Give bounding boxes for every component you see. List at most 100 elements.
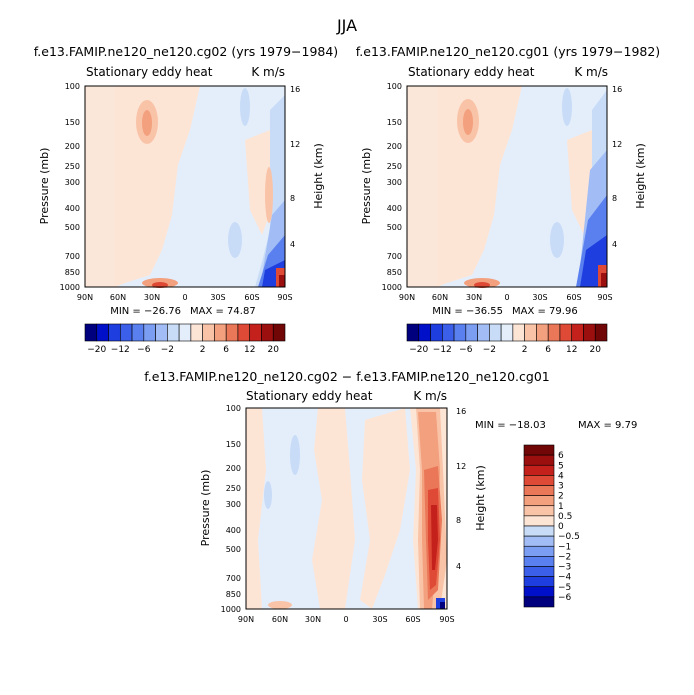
panel-1-ylabel-right: Height (km)	[312, 143, 325, 209]
panel-2-ytick: 700	[387, 252, 402, 261]
colorbar-swatch	[523, 475, 555, 486]
colorbar-swatch	[523, 464, 555, 476]
panel-2-max: MAX = 79.96	[512, 306, 578, 317]
panel-3-ylabel: Pressure (mb)	[199, 470, 212, 547]
panel-1-colorbar: −20 −12 −6 −2 2 6 12 20	[84, 323, 286, 355]
panel-2-xtick: 30N	[466, 293, 482, 302]
main-title: JJA	[336, 16, 357, 35]
colorbar-label: 12	[566, 345, 577, 355]
colorbar-swatch	[512, 323, 525, 342]
panel-1-xtick: 90N	[77, 293, 93, 302]
colorbar-label: −6	[459, 345, 473, 355]
panel-3-xtick: 60N	[272, 615, 288, 624]
colorbar-swatch	[523, 515, 555, 527]
colorbar-swatch	[249, 323, 262, 342]
panel-1-ytick: 400	[65, 204, 80, 213]
colorbar-swatch	[418, 323, 431, 342]
panel-2-min: MIN = −36.55	[432, 306, 503, 317]
colorbar-swatch	[214, 323, 227, 342]
panel-3-xtick: 60S	[405, 615, 420, 624]
panel-1-ylabel: Pressure (mb)	[38, 148, 51, 225]
colorbar-swatch	[594, 323, 608, 342]
panel-1-y-right-ticks: 16 12 8 4	[290, 85, 300, 249]
panel-2-ytick: 100	[387, 82, 402, 91]
colorbar-label: −2	[161, 345, 174, 355]
colorbar-label: 12	[244, 345, 255, 355]
colorbar-label: 0	[558, 522, 564, 532]
panel-3-ytick-right: 8	[456, 516, 461, 525]
colorbar-label: −2	[483, 345, 496, 355]
panel-3-xtick: 90N	[238, 615, 254, 624]
panel-3-ytick: 200	[226, 464, 241, 473]
panel-2-subtitle-right: K m/s	[574, 65, 608, 79]
panel-3-ytick: 400	[226, 526, 241, 535]
colorbar-swatch	[225, 323, 239, 342]
panel-3-ytick-right: 16	[456, 407, 466, 416]
panel-2-ytick: 200	[387, 142, 402, 151]
colorbar-swatch	[155, 323, 168, 342]
panel-1: f.e13.FAMIP.ne120_ne120.cg02 (yrs 1979−1…	[34, 44, 338, 355]
panel-3-ytick: 500	[226, 545, 241, 554]
panel-2-plot	[406, 85, 608, 288]
panel-1-xtick: 60N	[110, 293, 126, 302]
colorbar-label: 6	[558, 451, 564, 461]
panel-2-xtick: 0	[504, 293, 509, 302]
panel-2-ylabel: Pressure (mb)	[360, 148, 373, 225]
colorbar-swatch	[523, 556, 555, 567]
colorbar-label: −1	[558, 542, 571, 552]
panel-1-ytick-right: 16	[290, 85, 300, 94]
panel-1-ytick: 250	[65, 162, 80, 171]
colorbar-swatch	[261, 323, 274, 342]
colorbar-swatch	[190, 323, 203, 342]
colorbar-swatch	[96, 323, 109, 342]
panel-2-ytick: 150	[387, 118, 402, 127]
colorbar-label: −20	[87, 345, 106, 355]
colorbar-label: −3	[558, 563, 571, 573]
colorbar-label: 5	[558, 461, 564, 471]
colorbar-label: 4	[558, 471, 564, 481]
colorbar-label: 1	[558, 502, 564, 512]
panel-1-subtitle-right: K m/s	[251, 65, 285, 79]
colorbar-label: −20	[409, 345, 428, 355]
colorbar-label: −5	[558, 583, 571, 593]
panel-2-xtick: 90S	[597, 293, 612, 302]
colorbar-label: 2	[200, 345, 206, 355]
panel-3-x-ticks: 90N 60N 30N 0 30S 60S 90S	[238, 615, 455, 624]
panel-2-xtick: 30S	[532, 293, 547, 302]
colorbar-swatch	[523, 535, 555, 547]
panel-3-subtitle-left: Stationary eddy heat	[246, 389, 373, 403]
colorbar-label: −6	[558, 593, 572, 603]
colorbar-swatch	[430, 323, 443, 342]
colorbar-swatch	[441, 323, 455, 342]
colorbar-swatch	[178, 323, 192, 342]
panel-2-y-right-ticks: 16 12 8 4	[612, 85, 622, 249]
colorbar-swatch	[523, 505, 555, 517]
panel-2-ytick-right: 4	[612, 240, 617, 249]
colorbar-swatch	[167, 323, 180, 342]
panel-3-ylabel-right: Height (km)	[474, 465, 487, 531]
panel-3-ytick: 700	[226, 574, 241, 583]
panel-1-ytick: 850	[65, 268, 80, 277]
panel-1-ytick: 500	[65, 223, 80, 232]
panel-1-xtick: 90S	[277, 293, 292, 302]
colorbar-label: −4	[558, 573, 572, 583]
colorbar-swatch	[84, 323, 98, 342]
panel-2-y-ticks: 100 150 200 250 300 400 500 700 850 1000	[382, 82, 402, 292]
panel-3-title: f.e13.FAMIP.ne120_ne120.cg02 − f.e13.FAM…	[144, 369, 550, 384]
panel-1-x-ticks: 90N 60N 30N 0 30S 60S 90S	[77, 293, 293, 302]
colorbar-swatch	[108, 323, 121, 342]
colorbar-swatch	[559, 323, 573, 342]
panel-1-xtick: 0	[182, 293, 187, 302]
panel-2-ytick: 300	[387, 178, 402, 187]
panel-1-ytick: 300	[65, 178, 80, 187]
colorbar-label: 6	[545, 345, 551, 355]
panel-1-ytick-right: 12	[290, 140, 300, 149]
colorbar-swatch	[523, 566, 555, 577]
colorbar-swatch	[272, 323, 286, 342]
panel-3-xtick: 30S	[372, 615, 387, 624]
panel-1-ytick: 150	[65, 118, 80, 127]
panel-1-title: f.e13.FAMIP.ne120_ne120.cg02 (yrs 1979−1…	[34, 44, 338, 59]
colorbar-swatch	[477, 323, 490, 342]
panel-3-ytick: 1000	[221, 605, 241, 614]
